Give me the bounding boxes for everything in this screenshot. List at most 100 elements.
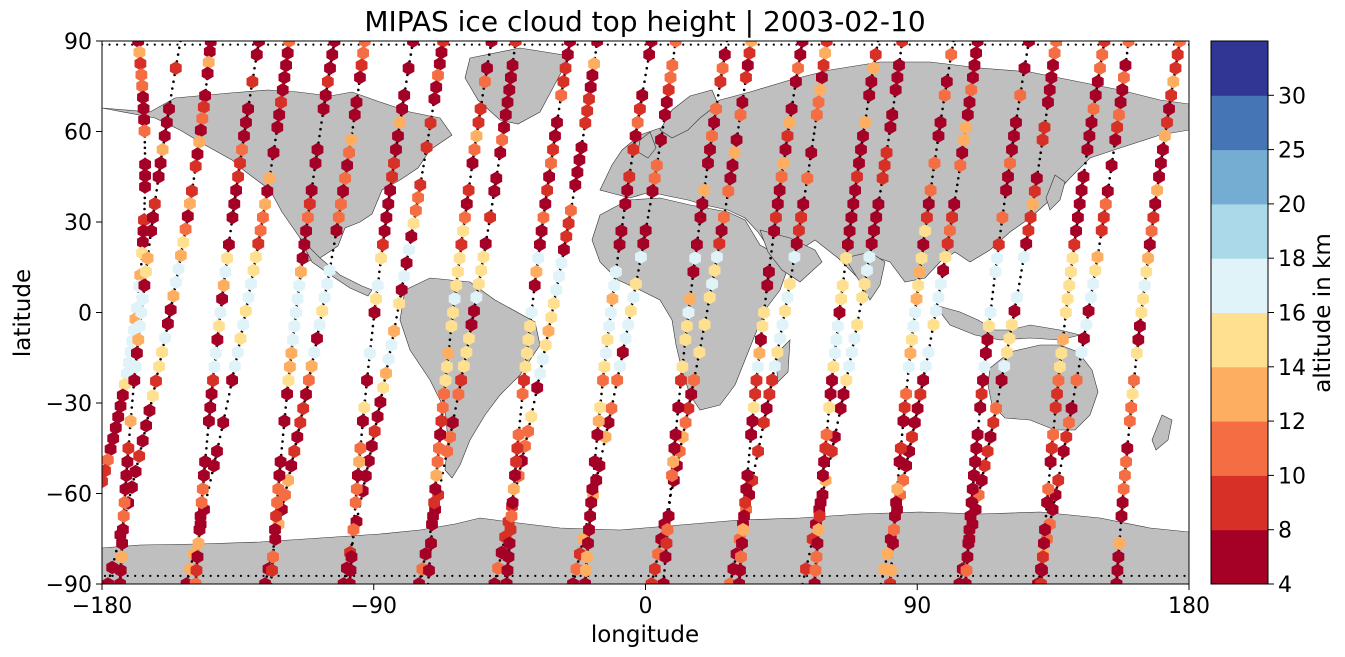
track-dot <box>128 493 132 497</box>
cloud-top-marker <box>1114 95 1127 110</box>
track-dot <box>169 94 173 97</box>
cloud-top-marker <box>827 360 840 374</box>
cloud-top-marker <box>140 418 152 433</box>
track-dot <box>444 457 447 460</box>
track-dot <box>164 574 167 578</box>
track-dot <box>646 216 650 219</box>
cloud-top-marker <box>567 577 579 584</box>
track-dot <box>771 243 774 246</box>
cloud-top-marker <box>1044 455 1057 469</box>
cloud-top-marker <box>238 129 250 143</box>
cloud-top-marker <box>790 236 803 251</box>
cloud-top-marker <box>203 44 216 59</box>
cloud-top-marker <box>156 142 169 157</box>
track-dot <box>873 574 877 578</box>
cloud-top-marker <box>1082 304 1095 318</box>
cloud-top-marker <box>1161 115 1173 130</box>
cloud-top-marker <box>117 509 130 523</box>
cloud-top-marker <box>944 223 956 238</box>
cloud-top-marker <box>740 70 752 85</box>
track-dot <box>425 43 428 46</box>
track-dot <box>758 442 761 446</box>
chart-title: MIPAS ice cloud top height | 2003-02-10 <box>364 5 925 38</box>
cloud-top-marker <box>114 563 127 578</box>
cloud-top-marker <box>1043 83 1056 97</box>
cloud-top-marker <box>843 359 855 373</box>
cloud-top-marker <box>365 439 378 453</box>
cloud-top-marker <box>423 563 435 578</box>
cloud-top-marker <box>627 142 640 157</box>
track-dot <box>999 229 1002 233</box>
track-dot <box>602 574 605 578</box>
cloud-top-marker <box>370 292 382 306</box>
cloud-top-marker <box>170 275 182 290</box>
cloud-top-marker <box>516 387 529 401</box>
track-dot <box>893 43 896 46</box>
track-dot <box>935 148 938 151</box>
cloud-top-marker <box>267 145 280 160</box>
cloud-top-marker <box>132 332 145 347</box>
track-dot <box>972 574 975 578</box>
cloud-top-marker <box>908 415 921 430</box>
cloud-top-marker <box>371 409 384 424</box>
track-dot <box>128 433 131 437</box>
cloud-top-marker <box>919 224 931 238</box>
indonesia-landmass <box>934 304 1081 341</box>
track-dot <box>458 574 461 578</box>
track-dot <box>187 574 190 578</box>
cloud-top-marker <box>604 305 617 320</box>
cloud-top-marker <box>194 123 207 138</box>
antarctica-landmass <box>102 511 1189 584</box>
cloud-top-marker <box>688 373 700 387</box>
track-dot <box>775 574 778 578</box>
cloud-top-marker <box>1120 455 1132 469</box>
track-dot <box>798 574 801 578</box>
cloud-top-marker <box>741 58 754 73</box>
track-dot <box>481 574 484 578</box>
cloud-top-marker <box>407 41 419 48</box>
cloud-top-marker <box>928 156 941 170</box>
cloud-top-marker <box>133 449 146 463</box>
cloud-top-marker <box>558 242 570 257</box>
cloud-top-marker <box>414 178 427 192</box>
track-dot <box>848 43 851 46</box>
track-dot <box>518 467 522 470</box>
track-dot <box>337 574 341 578</box>
track-dot <box>488 53 491 56</box>
cloud-top-marker <box>1112 550 1125 564</box>
cloud-top-marker <box>788 250 801 264</box>
cloud-top-marker <box>272 482 285 496</box>
cloud-top-marker <box>773 183 786 198</box>
cloud-top-marker <box>1061 292 1074 306</box>
cloud-top-marker <box>1131 346 1143 360</box>
cloud-top-marker <box>605 401 618 416</box>
track-dot <box>763 414 767 417</box>
cloud-top-marker <box>704 142 716 157</box>
cloud-top-marker <box>817 468 829 483</box>
cloud-top-marker <box>498 120 510 135</box>
cloud-top-marker <box>698 317 711 332</box>
track-dot <box>131 399 134 403</box>
cloud-top-marker <box>400 256 413 270</box>
track-dot <box>217 442 220 446</box>
track-dot <box>783 574 786 578</box>
cloud-top-marker <box>959 577 972 584</box>
track-dot <box>247 574 250 578</box>
cloud-top-marker <box>922 345 935 360</box>
track-dot <box>226 400 229 403</box>
track-dot <box>448 338 452 342</box>
colorbar-segment <box>1211 203 1268 259</box>
cloud-top-marker <box>1020 236 1033 251</box>
track-dot <box>606 43 609 46</box>
cloud-top-marker <box>135 68 148 82</box>
cloud-top-marker <box>584 509 596 523</box>
cloud-top-marker <box>250 250 262 264</box>
cloud-top-marker <box>208 360 221 374</box>
track-dot <box>369 452 372 455</box>
track-dot <box>931 43 934 46</box>
cloud-top-marker <box>102 577 114 584</box>
cloud-top-marker <box>252 236 265 251</box>
cloud-top-marker <box>164 303 177 317</box>
track-dot <box>1175 574 1178 578</box>
cloud-top-marker <box>266 563 278 578</box>
